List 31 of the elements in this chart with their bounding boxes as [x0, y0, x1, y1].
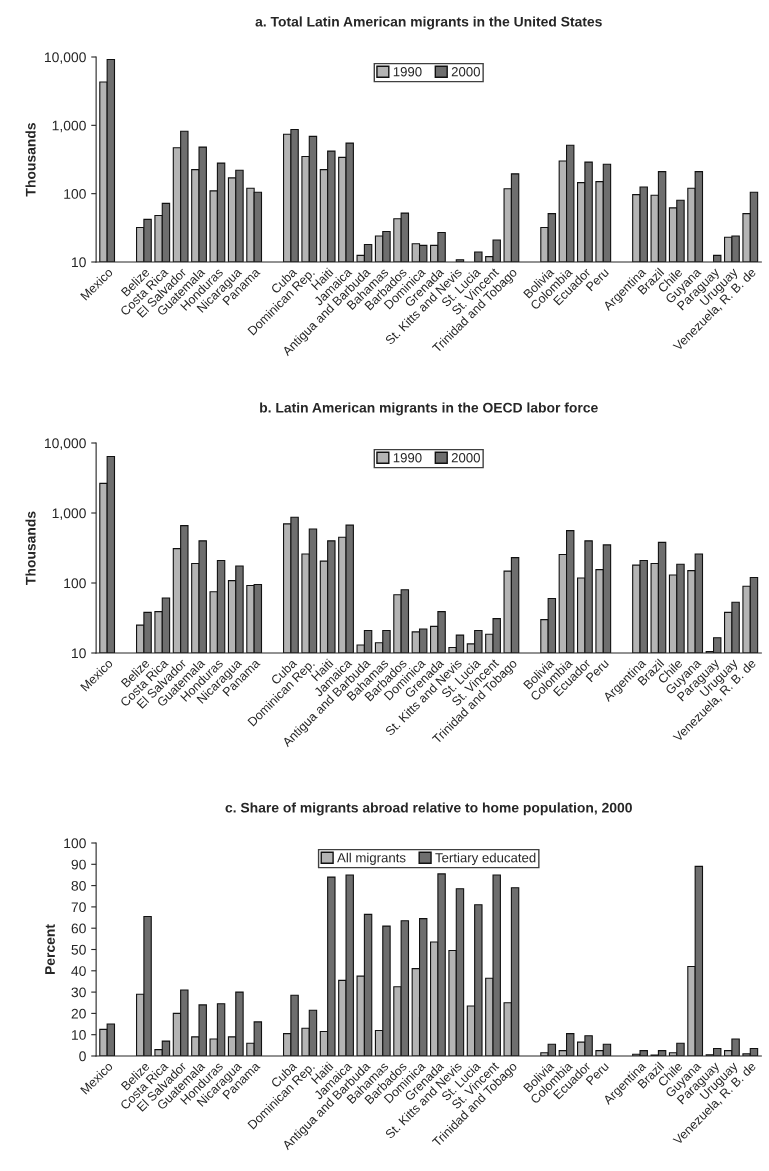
y-tick-label: 20 [71, 1008, 86, 1019]
y-axis-title: Thousands [25, 511, 36, 585]
legend-label: 1990 [393, 453, 422, 463]
legend-label: 1990 [393, 67, 422, 77]
legend-label: All migrants [337, 852, 406, 865]
y-tick-label: 0 [79, 1051, 86, 1062]
y-axis-title: Percent [45, 924, 55, 975]
chart-title: a. Total Latin American migrants in the United States [255, 16, 602, 30]
y-tick-label: 100 [64, 578, 86, 589]
y-tick-label: 100 [64, 189, 86, 199]
y-tick-label: 30 [71, 987, 86, 998]
y-tick-label: 50 [71, 944, 86, 955]
legend-label: Tertiary educated [435, 852, 536, 865]
y-tick-label: 10 [72, 648, 86, 659]
y-tick-label: 40 [71, 966, 86, 976]
y-tick-label: 10,000 [44, 438, 86, 450]
y-tick-label: 1,000 [52, 508, 86, 520]
y-tick-label: 1,000 [52, 120, 86, 133]
y-axis-title: Thousands [25, 123, 36, 197]
y-tick-label: 10 [72, 257, 86, 268]
y-tick-label: 90 [71, 859, 86, 870]
y-tick-label: 60 [71, 923, 86, 934]
legend-label: 2000 [451, 67, 480, 77]
y-tick-label: 10 [72, 1030, 86, 1040]
chart-title: b. Latin American migrants in the OECD labor force [260, 402, 598, 416]
y-tick-label: 80 [71, 880, 86, 891]
chart-title: c. Share of migrants abroad relative to home population, 2000 [225, 802, 632, 816]
y-tick-label: 100 [64, 838, 86, 849]
y-tick-label: 70 [71, 902, 86, 913]
y-tick-label: 10,000 [44, 52, 86, 64]
legend-label: 2000 [451, 453, 480, 463]
